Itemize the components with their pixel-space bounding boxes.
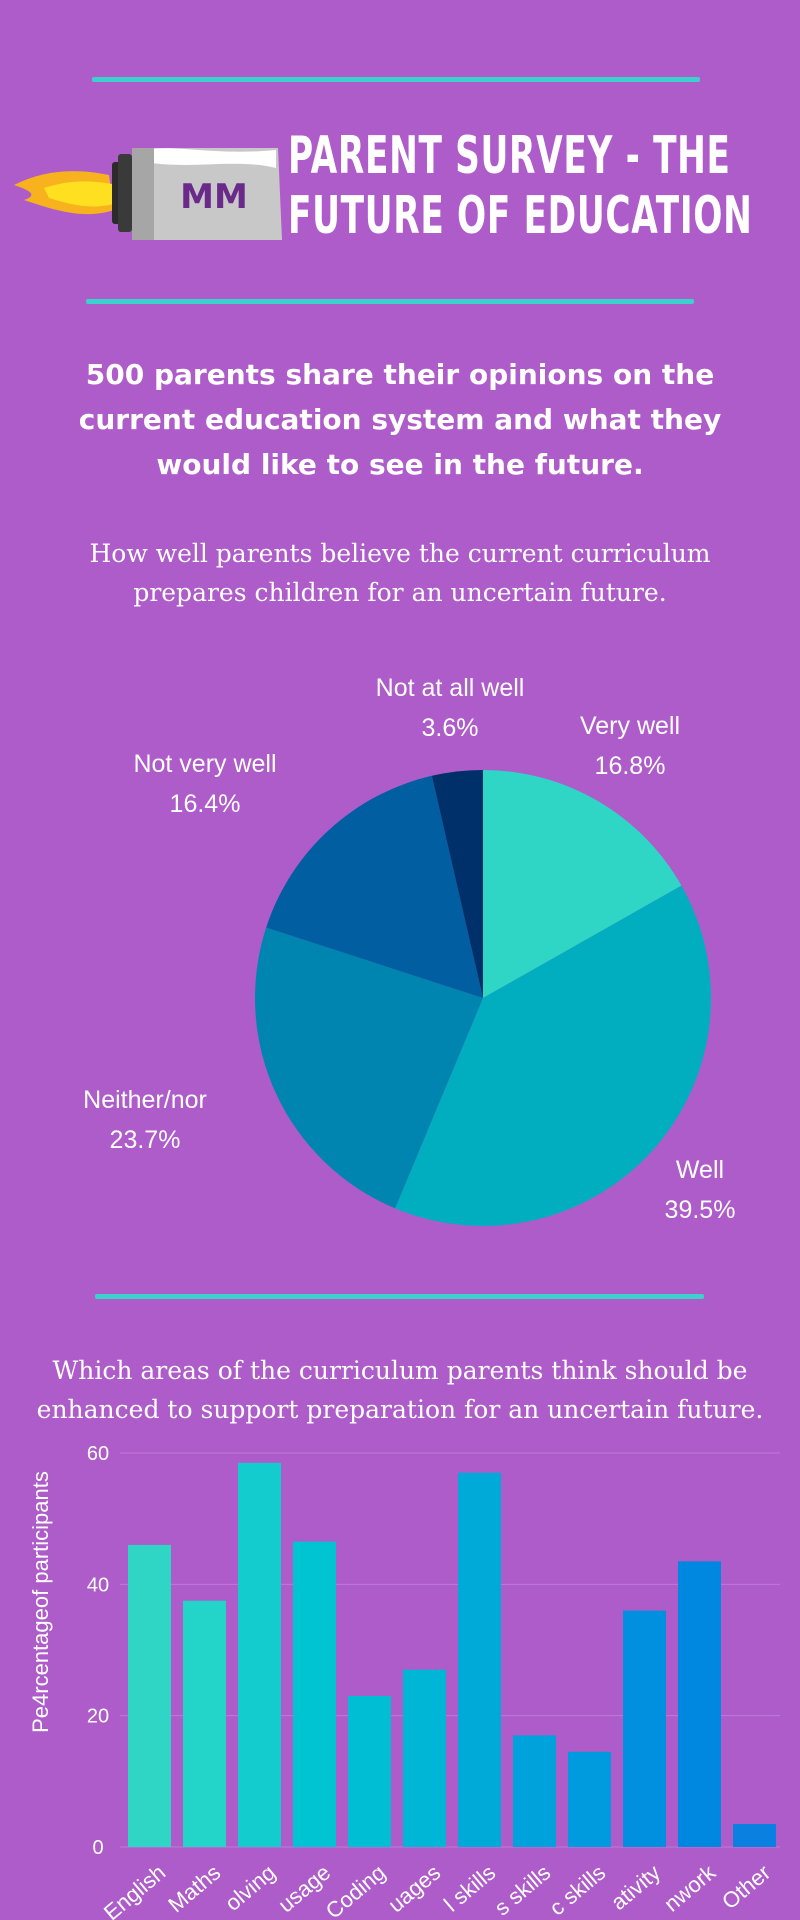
pie-slice-not-at-all-well bbox=[431, 770, 483, 998]
x-tick-label: Coding bbox=[321, 1860, 390, 1920]
pie-label-text: Not at all well bbox=[375, 674, 525, 702]
intro-text: 500 parents share their opinions on the … bbox=[78, 358, 722, 481]
pie-label-text: Not very well bbox=[133, 750, 277, 778]
bar-coding bbox=[348, 1695, 391, 1847]
logo-text: MM bbox=[180, 177, 248, 217]
x-tick-label: English bbox=[99, 1860, 170, 1920]
bar-usage bbox=[293, 1541, 336, 1847]
bar-nwork bbox=[678, 1561, 721, 1847]
bar-other bbox=[733, 1824, 776, 1847]
x-tick-label: Maths bbox=[163, 1860, 225, 1918]
pie-label-value: 39.5% bbox=[664, 1196, 736, 1224]
bar-chart: 0204060EnglishMathsolvingusageCodinguage… bbox=[87, 1443, 780, 1920]
bar-english bbox=[128, 1544, 171, 1847]
divider-bottom bbox=[95, 1294, 704, 1299]
bar-question: Which areas of the curriculum parents th… bbox=[36, 1356, 764, 1424]
page-title: PARENT SURVEY - THE FUTURE OF EDUCATION bbox=[288, 126, 753, 246]
x-tick-label: c skills bbox=[545, 1860, 611, 1920]
y-tick-label: 20 bbox=[87, 1706, 109, 1728]
pie-label-value: 3.6% bbox=[421, 714, 479, 742]
title-line-2: FUTURE OF EDUCATION bbox=[288, 186, 753, 246]
bar-maths bbox=[183, 1600, 226, 1847]
x-tick-label: l skills bbox=[439, 1860, 500, 1917]
divider-top bbox=[92, 77, 700, 82]
title-line-1: PARENT SURVEY - THE bbox=[288, 126, 731, 186]
y-tick-label: 40 bbox=[87, 1574, 109, 1596]
pie-label-very-well: Very well 16.8% bbox=[540, 706, 720, 786]
x-tick-label: Other bbox=[717, 1860, 775, 1915]
x-tick-label: olving bbox=[220, 1860, 280, 1916]
pie-label-text: Neither/nor bbox=[83, 1086, 207, 1114]
pie-label-value: 23.7% bbox=[109, 1126, 181, 1154]
bar-c-skills bbox=[568, 1751, 611, 1847]
rocket-icon: MM bbox=[14, 148, 282, 240]
divider-mid bbox=[86, 299, 694, 304]
bar-s-skills bbox=[513, 1735, 556, 1847]
pie-slice-very-well bbox=[483, 770, 682, 998]
bar-l-skills bbox=[458, 1472, 501, 1847]
x-tick-label: s skills bbox=[490, 1860, 556, 1920]
pie-slice-well bbox=[395, 885, 712, 1226]
pie-chart bbox=[254, 770, 712, 1226]
pie-label-value: 16.8% bbox=[594, 752, 666, 780]
pie-label-text: Well bbox=[675, 1156, 725, 1184]
bar-ativity bbox=[623, 1610, 666, 1847]
pie-slice-neither-nor bbox=[254, 927, 483, 1209]
pie-label-neither-nor: Neither/nor 23.7% bbox=[50, 1080, 240, 1160]
pie-slice-not-very-well bbox=[266, 775, 483, 998]
pie-label-well: Well 39.5% bbox=[620, 1150, 780, 1230]
pie-label-text: Very well bbox=[579, 712, 681, 740]
pie-label-not-very-well: Not very well 16.4% bbox=[100, 744, 310, 824]
y-tick-label: 0 bbox=[92, 1837, 103, 1859]
x-tick-label: uages bbox=[383, 1860, 445, 1918]
pie-question: How well parents believe the current cur… bbox=[89, 539, 711, 607]
bar-olving bbox=[238, 1462, 281, 1847]
bar-uages bbox=[403, 1669, 446, 1847]
pie-label-not-at-all-well: Not at all well 3.6% bbox=[345, 668, 555, 748]
x-tick-label: ativity bbox=[606, 1860, 665, 1915]
y-tick-label: 60 bbox=[87, 1443, 109, 1465]
bar-y-axis-label: Pe4rcentageof participants bbox=[28, 1471, 53, 1733]
x-tick-label: nwork bbox=[659, 1859, 721, 1917]
pie-label-value: 16.4% bbox=[169, 790, 241, 818]
